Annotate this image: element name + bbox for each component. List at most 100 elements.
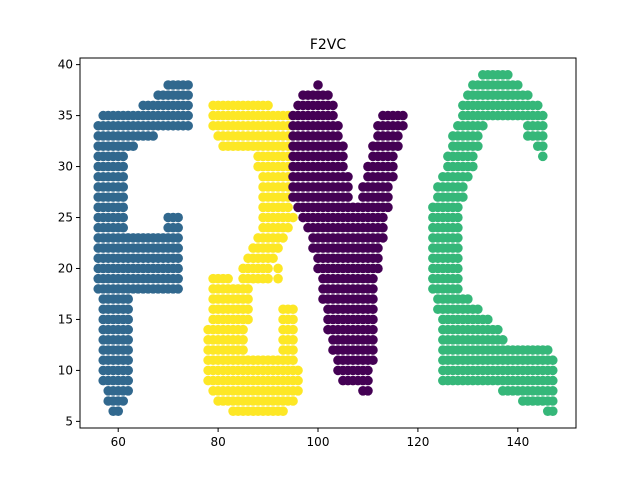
data-point — [463, 171, 473, 182]
data-point — [398, 110, 408, 121]
data-point — [123, 324, 133, 335]
data-point — [238, 324, 248, 335]
data-point — [453, 202, 463, 213]
data-point — [173, 263, 183, 274]
data-point — [398, 120, 408, 131]
data-point — [378, 212, 388, 223]
data-point — [288, 212, 298, 223]
data-point — [453, 273, 463, 284]
data-point — [173, 222, 183, 233]
data-point — [393, 131, 403, 141]
data-point — [473, 131, 483, 141]
data-point — [123, 386, 133, 396]
data-point — [123, 345, 133, 355]
data-point — [513, 80, 523, 90]
data-point — [118, 151, 129, 162]
data-point — [263, 263, 273, 274]
data-point — [123, 294, 133, 304]
data-point — [468, 151, 478, 162]
data-point — [388, 151, 398, 162]
data-point — [238, 345, 248, 355]
x-tick-label: 120 — [406, 435, 429, 449]
data-point — [537, 151, 548, 162]
data-point — [393, 141, 403, 151]
data-point — [383, 202, 393, 213]
data-point — [383, 182, 393, 192]
data-point — [263, 273, 273, 284]
data-point — [537, 120, 548, 131]
data-point — [123, 355, 133, 366]
data-point — [503, 70, 513, 80]
data-point — [123, 304, 133, 315]
data-point — [273, 273, 283, 284]
series-1 — [203, 100, 303, 416]
data-point — [123, 335, 133, 345]
data-point — [547, 396, 558, 406]
data-point — [118, 192, 129, 202]
data-point — [368, 355, 378, 366]
data-point — [243, 294, 253, 304]
data-point — [118, 202, 129, 213]
data-point — [338, 161, 348, 172]
data-point — [273, 263, 283, 274]
data-point — [388, 161, 398, 172]
y-tick-label: 5 — [65, 414, 73, 428]
data-point — [368, 284, 378, 294]
data-point — [373, 263, 383, 274]
data-point — [113, 406, 124, 416]
data-point — [118, 222, 129, 233]
data-point — [547, 386, 558, 396]
data-point — [453, 284, 463, 294]
data-point — [542, 345, 553, 355]
data-point — [183, 120, 193, 131]
data-point — [473, 304, 483, 315]
data-point — [283, 222, 293, 233]
data-point — [293, 375, 303, 386]
data-point — [378, 222, 388, 233]
y-tick-label: 20 — [58, 261, 73, 275]
x-axis: 60 80 100 120 140 — [111, 428, 529, 449]
data-point — [523, 90, 533, 100]
data-point — [118, 212, 129, 223]
data-point — [378, 233, 388, 243]
data-point — [283, 202, 293, 213]
data-point — [383, 192, 393, 202]
y-tick-label: 10 — [58, 363, 73, 377]
y-tick-label: 15 — [58, 312, 73, 326]
data-point — [243, 304, 253, 315]
data-point — [493, 324, 503, 335]
data-point — [333, 131, 343, 141]
data-point — [363, 375, 373, 386]
series-3 — [428, 70, 558, 416]
x-tick-label: 100 — [307, 435, 330, 449]
data-point — [183, 100, 193, 111]
data-point — [363, 365, 373, 376]
data-point — [238, 335, 248, 345]
x-tick-label: 80 — [210, 435, 225, 449]
data-point — [388, 171, 398, 182]
data-point — [463, 294, 473, 304]
data-point — [123, 375, 133, 386]
data-point — [173, 243, 183, 253]
data-point — [278, 406, 288, 416]
data-point — [118, 182, 129, 192]
data-point — [483, 314, 493, 325]
y-tick-label: 30 — [58, 160, 73, 174]
data-point — [288, 345, 298, 355]
data-point — [288, 396, 298, 406]
data-point — [288, 355, 298, 366]
data-point — [278, 233, 288, 243]
data-point — [468, 161, 478, 172]
data-point — [368, 294, 378, 304]
data-point — [273, 243, 283, 253]
data-point — [458, 182, 468, 192]
data-point — [368, 314, 378, 325]
data-point — [453, 222, 463, 233]
data-point — [323, 90, 333, 100]
data-point — [243, 314, 253, 325]
data-point — [363, 386, 373, 396]
data-point — [118, 396, 129, 406]
data-point — [453, 263, 463, 274]
data-point — [268, 253, 278, 264]
